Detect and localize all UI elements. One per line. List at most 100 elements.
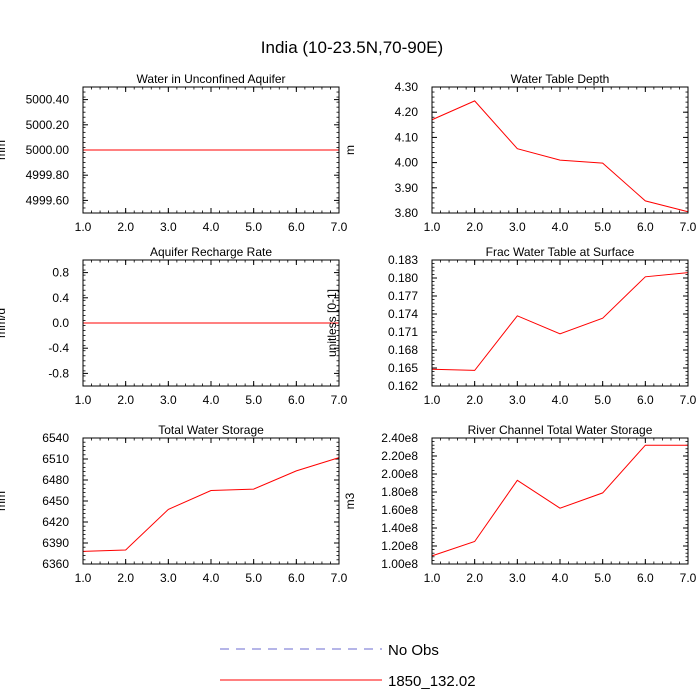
x-tick-label: 6.0	[288, 393, 305, 407]
y-tick-label: 4.30	[395, 80, 419, 94]
x-tick-label: 7.0	[680, 220, 697, 234]
plot-frame	[82, 259, 340, 387]
y-tick-label: 1.00e8	[381, 557, 418, 571]
x-tick-label: 5.0	[245, 220, 262, 234]
x-tick-label: 1.0	[75, 571, 92, 585]
panel-1: Water in Unconfined Aquifer mm 1.0 2.0 3.0 4.…	[0, 72, 348, 234]
y-tick-label: 1.20e8	[381, 539, 418, 553]
y-tick-label: 0.171	[388, 325, 418, 339]
x-tick-label: 4.0	[203, 393, 220, 407]
panel-2: Water Table Depth m 1.0 2.0 3.0 4.0 5.0 6.0 7.0 3…	[343, 72, 697, 234]
plot-frame	[82, 86, 340, 214]
legend-label-no-obs: No Obs	[388, 642, 439, 659]
y-tick-label: 6390	[42, 536, 69, 550]
y-tick-label: 6540	[42, 431, 69, 445]
legend: No Obs 1850_132.02	[220, 642, 476, 690]
y-tick-label: 6360	[42, 557, 69, 571]
x-tick-label: 1.0	[75, 393, 92, 407]
x-tick-label: 6.0	[637, 393, 654, 407]
y-tick-label: 0.4	[52, 291, 69, 305]
y-tick-label: 0.168	[388, 343, 418, 357]
plot-frame	[431, 259, 689, 387]
y-tick-label: 4999.80	[26, 168, 70, 182]
y-tick-label: 1.80e8	[381, 485, 418, 499]
x-tick-label: 3.0	[509, 571, 526, 585]
x-tick-label: 7.0	[680, 571, 697, 585]
x-tick-label: 1.0	[75, 220, 92, 234]
y-tick-label: 4.20	[395, 105, 419, 119]
x-tick-label: 1.0	[424, 220, 441, 234]
x-tick-label: 6.0	[637, 220, 654, 234]
panel-title: Frac Water Table at Surface	[486, 245, 635, 259]
y-tick-label: 5000.00	[26, 143, 70, 157]
panel-4: Frac Water Table at Surface unitless [0-1…	[325, 245, 697, 407]
legend-label-run: 1850_132.02	[388, 673, 476, 690]
x-tick-label: 2.0	[466, 393, 483, 407]
plot-frame	[82, 437, 340, 565]
x-tick-label: 5.0	[245, 393, 262, 407]
x-tick-label: 4.0	[203, 571, 220, 585]
x-tick-label: 5.0	[594, 393, 611, 407]
x-tick-label: 7.0	[331, 393, 348, 407]
series-line	[431, 444, 688, 557]
x-tick-label: 3.0	[160, 220, 177, 234]
x-tick-label: 2.0	[466, 220, 483, 234]
y-tick-label: 0.174	[388, 307, 418, 321]
y-tick-label: 6450	[42, 494, 69, 508]
x-tick-label: 3.0	[509, 393, 526, 407]
x-tick-label: 7.0	[331, 220, 348, 234]
y-tick-label: 4999.60	[26, 193, 70, 207]
plot-frame	[431, 86, 689, 214]
panel-5: Total Water Storage mm 1.0 2.0 3.0 4.0 5.0 6.0 7…	[0, 423, 348, 585]
y-tick-label: 0.162	[388, 379, 418, 393]
y-tick-label: 3.90	[395, 181, 419, 195]
panel-title: Water Table Depth	[511, 72, 610, 86]
x-tick-label: 2.0	[117, 220, 134, 234]
x-tick-label: 3.0	[160, 571, 177, 585]
y-axis-label: unitless [0-1]	[325, 289, 339, 357]
x-tick-label: 7.0	[680, 393, 697, 407]
x-tick-label: 1.0	[424, 393, 441, 407]
y-tick-label: 2.20e8	[381, 449, 418, 463]
y-tick-label: 0.165	[388, 361, 418, 375]
x-tick-label: 1.0	[424, 571, 441, 585]
x-tick-label: 4.0	[552, 220, 569, 234]
x-tick-label: 4.0	[552, 571, 569, 585]
y-tick-label: 0.0	[52, 316, 69, 330]
y-tick-label: 3.80	[395, 206, 419, 220]
y-tick-label: 0.8	[52, 266, 69, 280]
y-tick-label: 6510	[42, 452, 69, 466]
panel-title: Total Water Storage	[158, 423, 264, 437]
chart-panels: Water in Unconfined Aquifer mm 1.0 2.0 3.0 4.…	[0, 72, 697, 585]
x-tick-label: 5.0	[594, 220, 611, 234]
x-tick-label: 6.0	[288, 220, 305, 234]
x-tick-label: 6.0	[637, 571, 654, 585]
y-tick-label: 6480	[42, 473, 69, 487]
x-tick-label: 2.0	[117, 571, 134, 585]
x-tick-label: 5.0	[245, 571, 262, 585]
y-tick-label: 0.183	[388, 253, 418, 267]
y-tick-label: 1.40e8	[381, 521, 418, 535]
y-axis-label: mm/d	[0, 308, 8, 338]
series-line	[431, 272, 689, 371]
panel-title: Aquifer Recharge Rate	[150, 245, 272, 259]
y-axis-label: m	[343, 145, 357, 155]
y-tick-label: 1.60e8	[381, 503, 418, 517]
panel-title: River Channel Total Water Storage	[468, 423, 653, 437]
y-tick-label: -0.8	[48, 366, 69, 380]
y-tick-label: 2.00e8	[381, 467, 418, 481]
x-tick-label: 6.0	[288, 571, 305, 585]
x-tick-label: 3.0	[160, 393, 177, 407]
y-tick-label: 6420	[42, 515, 69, 529]
y-tick-label: 5000.40	[26, 93, 70, 107]
y-tick-label: 4.10	[395, 130, 419, 144]
y-tick-label: -0.4	[48, 341, 69, 355]
x-tick-label: 2.0	[466, 571, 483, 585]
panel-6: River Channel Total Water Storage m3 1.0 2.…	[343, 423, 697, 585]
panel-title: Water in Unconfined Aquifer	[137, 72, 286, 86]
series-line	[82, 457, 340, 552]
y-axis-label: mm	[0, 491, 8, 511]
y-axis-label: mm	[0, 140, 8, 160]
series-line	[431, 100, 689, 213]
